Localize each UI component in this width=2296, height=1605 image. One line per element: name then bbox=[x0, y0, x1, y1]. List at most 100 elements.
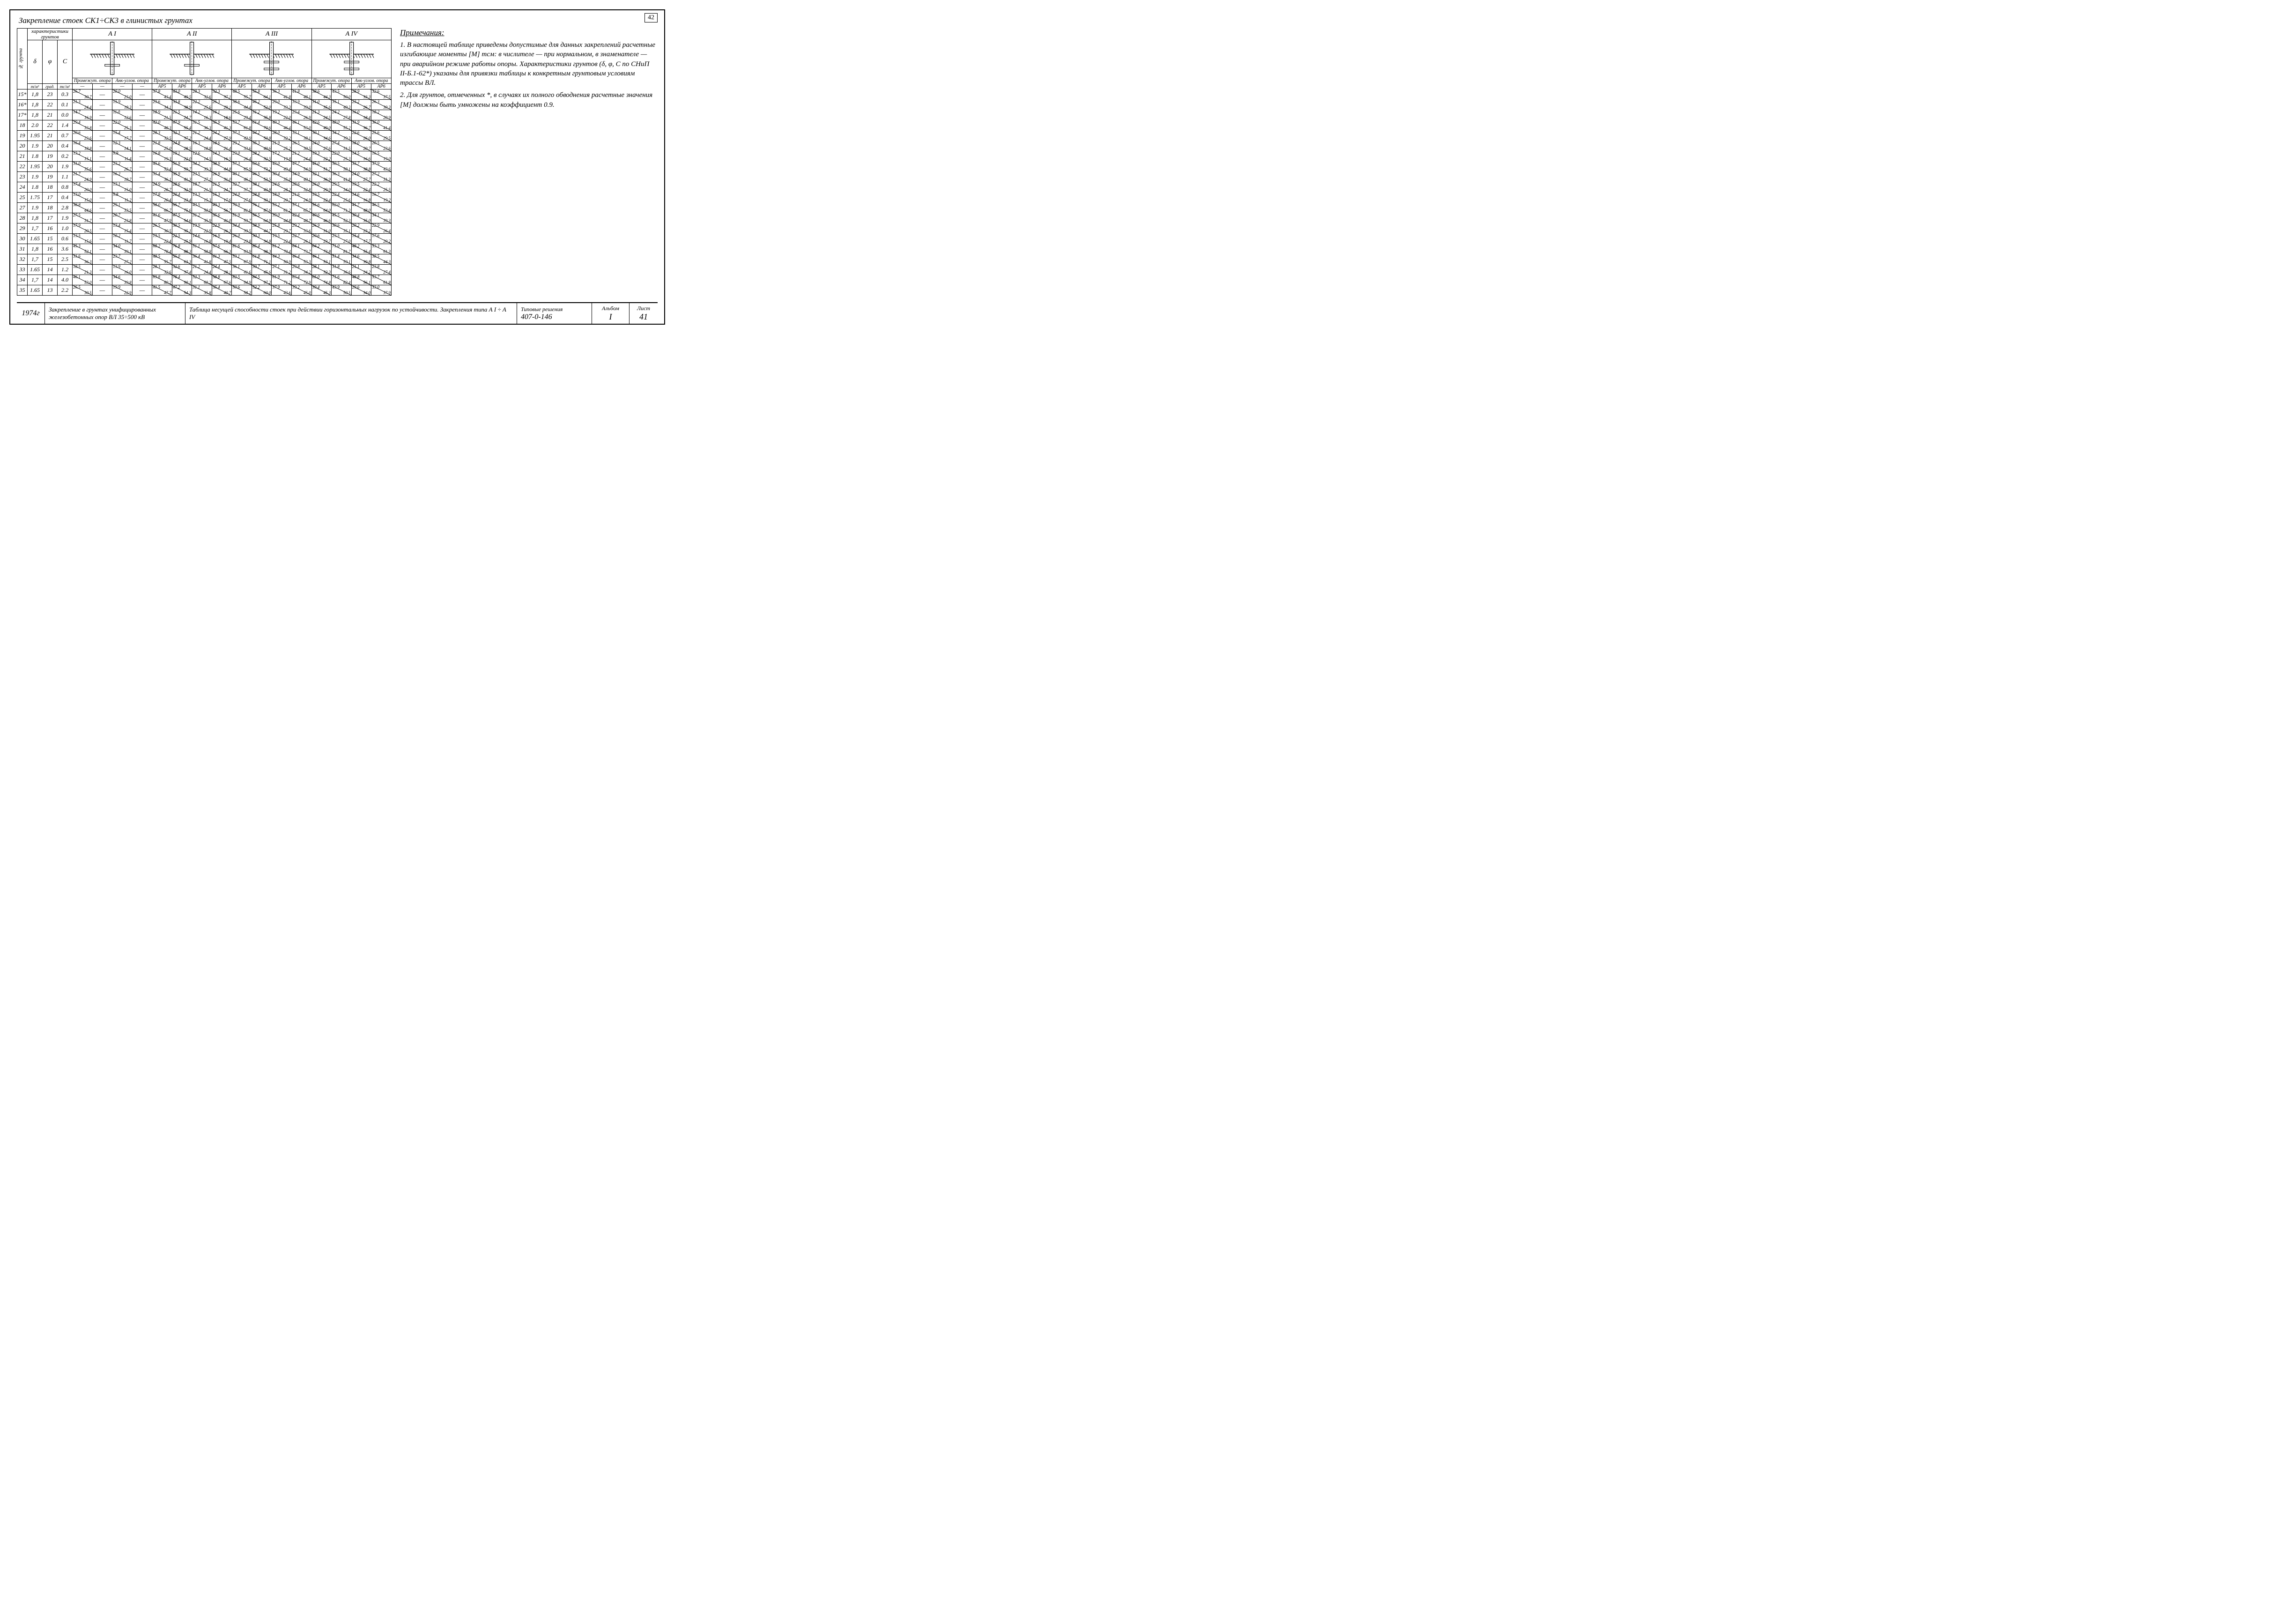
cell-frac: 27.531.7 bbox=[73, 213, 93, 223]
main-table: № грунтахарактеристики грунтовА IА IIА I… bbox=[17, 28, 392, 296]
cell-frac: 16.118.6 bbox=[212, 110, 232, 120]
cell-dash: — bbox=[132, 275, 152, 285]
sub-anchor-2: Анк-углов. опора bbox=[272, 78, 311, 84]
cell-frac: 29.233.6 bbox=[292, 223, 312, 234]
soil-val: 1.65 bbox=[28, 285, 43, 296]
cell-frac: 76.888.3 bbox=[172, 244, 192, 254]
table-row: 341,7144.046.153.0—34.639.8—69.880.278.4… bbox=[17, 275, 392, 285]
soil-val: 18 bbox=[43, 203, 58, 213]
cell-frac: 82.594.9 bbox=[232, 275, 252, 285]
soil-val: 1.95 bbox=[28, 131, 43, 141]
cell-dash: — bbox=[132, 120, 152, 131]
cell-frac: 21.124.2 bbox=[351, 265, 371, 275]
tb-code-title: Типовые решения bbox=[521, 306, 588, 313]
cell-frac: 48.055.2 bbox=[332, 120, 352, 131]
cell-frac: 14.616.8 bbox=[351, 193, 371, 203]
cell-frac: 41.748.0 bbox=[351, 203, 371, 213]
cell-frac: 22.025.3 bbox=[112, 120, 133, 131]
cell-frac: 41.647.9 bbox=[152, 213, 172, 223]
cell-frac: 31.636.3 bbox=[73, 254, 93, 265]
cell-frac: 42.448.7 bbox=[292, 213, 312, 223]
cell-frac: 38.844.6 bbox=[73, 203, 93, 213]
cell-frac: 36.341.8 bbox=[332, 172, 352, 182]
tb-code-num: 407-0-146 bbox=[521, 313, 588, 321]
cell-frac: 22.726.1 bbox=[292, 234, 312, 244]
soil-val: 0.2 bbox=[58, 151, 73, 162]
group-head-0: А I bbox=[73, 29, 152, 40]
tb-center: Таблица несущей способности стоек при де… bbox=[185, 303, 517, 324]
cell-frac: 14.316.5 bbox=[212, 151, 232, 162]
ap-3-0-0: АР5 bbox=[311, 84, 332, 89]
cell-frac: 39.044.8 bbox=[272, 213, 292, 223]
cell-frac: 55.063.3 bbox=[172, 254, 192, 265]
cell-frac: 24.828.5 bbox=[172, 141, 192, 151]
cell-frac: 25.629.5 bbox=[371, 131, 392, 141]
cell-frac: 58.867.6 bbox=[212, 275, 232, 285]
soil-val: 21 bbox=[43, 110, 58, 120]
cell-frac: 45.352.1 bbox=[73, 244, 93, 254]
note-1: 1. В настоящей таблице приведены допусти… bbox=[400, 40, 658, 88]
cell-frac: 40.646.6 bbox=[311, 213, 332, 223]
soil-val: 1,8 bbox=[28, 100, 43, 110]
soil-val: 1.9 bbox=[28, 172, 43, 182]
soil-val: 0.0 bbox=[58, 110, 73, 120]
table-row: 241.8180.817.420.0—13.115.0—24.928.728.6… bbox=[17, 182, 392, 193]
soil-val: 20 bbox=[43, 162, 58, 172]
soil-val: 1,8 bbox=[28, 89, 43, 100]
cell-frac: 36.041.4 bbox=[371, 120, 392, 131]
cell-frac: 29.433.8 bbox=[73, 120, 93, 131]
cell-frac: 16.318.8 bbox=[192, 141, 212, 151]
cell-dash: — bbox=[132, 172, 152, 182]
cell-frac: 23.226.7 bbox=[112, 162, 133, 172]
cell-frac: 26.931.0 bbox=[311, 223, 332, 234]
soil-header: характеристики грунтов bbox=[28, 29, 73, 40]
cell-frac: 24.227.8 bbox=[332, 110, 352, 120]
sub-inter-2: Промежут. опора bbox=[232, 78, 272, 84]
cell-frac: 13.315.3 bbox=[192, 193, 212, 203]
cell-frac: 18.020.7 bbox=[272, 193, 292, 203]
soil-val: 1.65 bbox=[28, 265, 43, 275]
cell-frac: 69.880.2 bbox=[152, 275, 172, 285]
cell-frac: 26.530.5 bbox=[73, 285, 93, 296]
param-sym-1: φ bbox=[43, 40, 58, 84]
cell-frac: 64.273.8 bbox=[311, 244, 332, 254]
cell-frac: 57.165.7 bbox=[292, 203, 312, 213]
cell-frac: 50.658.2 bbox=[232, 285, 252, 296]
cell-dash: — bbox=[92, 162, 112, 172]
cell-frac: 32.337.2 bbox=[172, 131, 192, 141]
cell-frac: 26.029.8 bbox=[232, 234, 252, 244]
cell-frac: 24.027.7 bbox=[351, 172, 371, 182]
soil-val: 19 bbox=[43, 151, 58, 162]
cell-frac: 31.035.6 bbox=[73, 162, 93, 172]
cell-frac: 12.614.5 bbox=[192, 151, 212, 162]
diagram-3 bbox=[311, 40, 391, 78]
cell-frac: 34.139.3 bbox=[371, 213, 392, 223]
cell-dash: — bbox=[132, 244, 152, 254]
cell-frac: 37.342.9 bbox=[232, 131, 252, 141]
title-block: 1974г Закрепление в грунтах унифицирован… bbox=[17, 302, 658, 324]
cell-dash: — bbox=[92, 285, 112, 296]
cell-frac: 62.071.3 bbox=[332, 203, 352, 213]
cell-frac: 15.417.7 bbox=[112, 131, 133, 141]
row-num: 34 bbox=[17, 275, 28, 285]
ap-3-0-1: АР6 bbox=[332, 84, 352, 89]
cell-frac: 33.738.8 bbox=[351, 162, 371, 172]
cell-frac: 27.131.2 bbox=[272, 265, 292, 275]
soil-val: 21 bbox=[43, 131, 58, 141]
table-row: 221.95201.931.035.6—23.226.7—45.652.451.… bbox=[17, 162, 392, 172]
ap-dash: — bbox=[132, 84, 152, 89]
soil-val: 0.4 bbox=[58, 141, 73, 151]
cell-frac: 46.153.0 bbox=[292, 120, 312, 131]
ap-1-0-1: АР6 bbox=[172, 84, 192, 89]
cell-dash: — bbox=[132, 203, 152, 213]
sub-inter-3: Промежут. опора bbox=[311, 78, 351, 84]
cell-frac: 17.920.5 bbox=[73, 223, 93, 234]
cell-frac: 39.745.6 bbox=[252, 265, 272, 275]
cell-frac: 48.555.7 bbox=[152, 254, 172, 265]
cell-frac: 16.819.3 bbox=[152, 151, 172, 162]
cell-frac: 64.173.7 bbox=[292, 244, 312, 254]
soil-val: 1.65 bbox=[28, 234, 43, 244]
cell-frac: 61.470.6 bbox=[252, 120, 272, 131]
soil-val: 0.3 bbox=[58, 89, 73, 100]
table-row: 201.9200.416.418.8—12.314.1—21.825.024.8… bbox=[17, 141, 392, 151]
